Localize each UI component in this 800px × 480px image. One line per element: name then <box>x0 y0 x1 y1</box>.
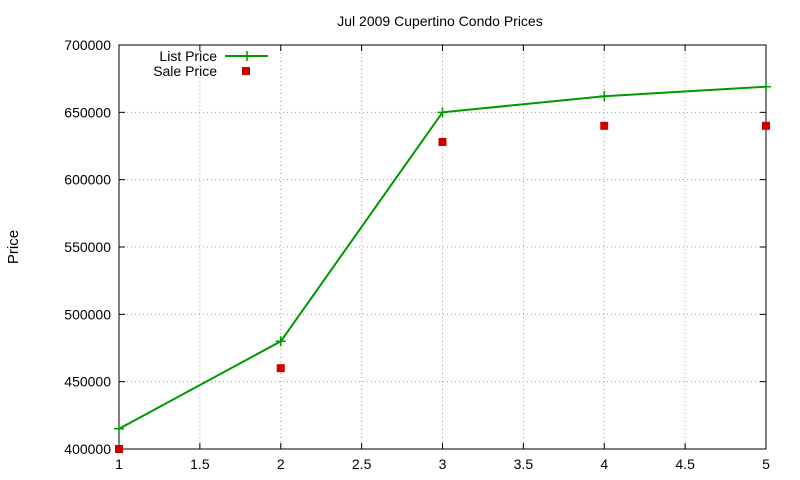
data-point-list-price <box>437 107 448 118</box>
data-point-list-price <box>275 336 286 347</box>
legend-marker-sale-price <box>242 67 250 75</box>
x-tick-label: 2 <box>277 456 285 472</box>
y-tick-label: 500000 <box>64 306 111 322</box>
x-tick-label: 3 <box>439 456 447 472</box>
data-point-sale-price <box>762 121 770 130</box>
y-tick-label: 600000 <box>64 172 111 188</box>
data-point-sale-price <box>115 445 123 453</box>
series-layer <box>114 81 771 453</box>
data-point-list-price <box>599 91 610 102</box>
data-point-sale-price <box>276 364 285 373</box>
y-tick-label: 400000 <box>64 441 111 457</box>
data-point-list-price <box>114 423 124 434</box>
axis-ticks: 1 1.5 2 2.5 3 3.5 4 4.5 5 400000 450000 500000 55000… <box>64 37 770 472</box>
legend-label-list-price: List Price <box>159 48 217 64</box>
chart-title: Jul 2009 Cupertino Condo Prices <box>337 13 542 29</box>
y-tick-label: 550000 <box>64 239 111 255</box>
y-tick-label: 700000 <box>64 37 111 53</box>
y-axis-label: Price <box>5 230 22 264</box>
x-tick-label: 3.5 <box>514 456 534 472</box>
legend: List Price Sale Price <box>153 48 268 79</box>
x-tick-label: 2.5 <box>352 456 372 472</box>
grid <box>119 45 766 449</box>
data-point-list-price <box>761 81 771 92</box>
x-tick-label: 4.5 <box>675 456 695 472</box>
legend-marker-list-price <box>242 51 252 61</box>
y-tick-label: 650000 <box>64 104 111 120</box>
data-point-sale-price <box>438 137 447 146</box>
data-point-sale-price <box>600 121 609 130</box>
y-tick-label: 450000 <box>64 374 111 390</box>
x-tick-label: 1.5 <box>190 456 210 472</box>
x-tick-label: 1 <box>115 456 123 472</box>
legend-label-sale-price: Sale Price <box>153 63 217 79</box>
x-tick-label: 4 <box>600 456 608 472</box>
x-tick-label: 5 <box>762 456 770 472</box>
